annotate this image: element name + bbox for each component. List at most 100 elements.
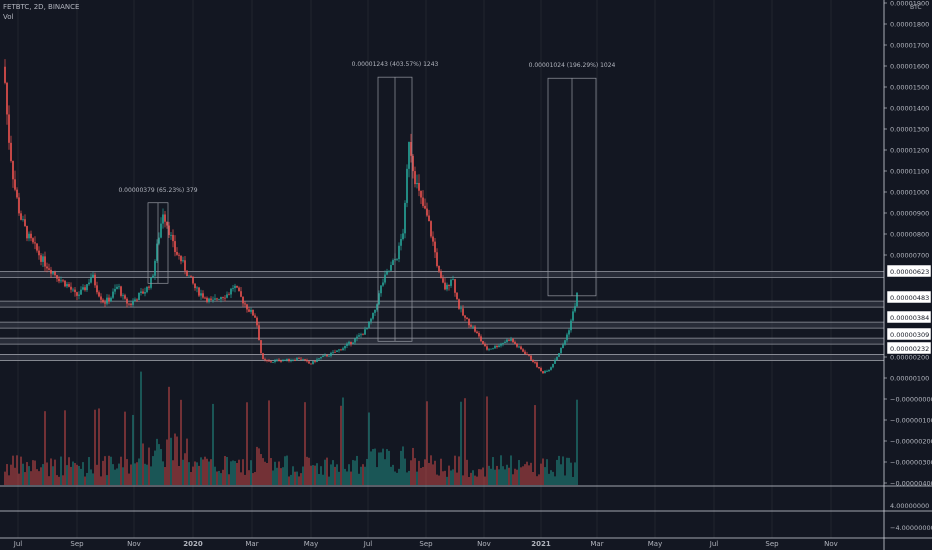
candle-body	[162, 214, 164, 224]
volume-bar	[282, 467, 284, 485]
candle-body	[256, 317, 258, 326]
time-tick-label: Sep	[419, 540, 433, 548]
candle-body	[492, 348, 494, 350]
candle-body	[16, 189, 18, 198]
candle-body	[438, 265, 440, 272]
price-tick-label: 0.00001800	[890, 21, 929, 29]
candle-body	[30, 233, 32, 239]
candle-body	[468, 318, 470, 326]
volume-bar	[74, 463, 76, 485]
volume-bar	[274, 461, 276, 485]
candle-body	[330, 352, 332, 356]
volume-bar	[180, 399, 182, 485]
candle-body	[366, 327, 368, 330]
candle-body	[228, 294, 230, 296]
volume-bar	[506, 464, 508, 485]
measure-label: 0.00001243 (403.57%) 1243	[352, 61, 439, 68]
volume-bar	[262, 458, 264, 485]
candle-body	[258, 325, 260, 341]
volume-bar	[244, 474, 246, 485]
volume-bar	[288, 476, 290, 485]
candle-body	[172, 234, 174, 242]
candle-body	[26, 226, 28, 239]
volume-bar	[510, 455, 512, 485]
price-tick-label: −0.00000200	[890, 438, 932, 446]
volume-bar	[66, 465, 68, 485]
price-tick-label: 0.00000800	[890, 231, 929, 239]
candle-body	[414, 171, 416, 185]
candle-body	[574, 306, 576, 312]
volume-bar	[338, 471, 340, 485]
volume-bar	[128, 473, 130, 485]
candle-body	[304, 359, 306, 360]
volume-bar	[424, 459, 426, 485]
volume-bar	[50, 458, 52, 485]
time-axis[interactable]: Jul Sep Nov 2020 Mar May Jul Sep Nov 2021 Mar May Ju…	[13, 540, 838, 548]
volume-bar	[436, 474, 438, 485]
volume-bar	[174, 433, 176, 485]
volume-bar	[568, 457, 570, 485]
volume-bar	[250, 460, 252, 485]
candle-body	[410, 142, 412, 156]
candle-body	[52, 271, 54, 274]
level-price-box	[886, 290, 932, 304]
candle-body	[514, 342, 516, 344]
candle-body	[522, 349, 524, 352]
volume-bar	[116, 468, 118, 485]
candle-body	[392, 260, 394, 266]
volume-bar	[170, 437, 172, 485]
volume-bar	[188, 462, 190, 485]
volume-bar	[286, 455, 288, 485]
candle-body	[544, 371, 546, 374]
candle-body	[86, 284, 88, 291]
candle-body	[530, 355, 532, 360]
candle-body	[470, 325, 472, 327]
time-tick-label: Nov	[824, 540, 838, 548]
candle-body	[332, 351, 334, 353]
volume-bar	[54, 459, 56, 485]
candle-body	[406, 168, 408, 203]
volume-bar	[404, 458, 406, 485]
candle-body	[322, 355, 324, 357]
candle-body	[298, 358, 300, 359]
time-tick-label: Nov	[127, 540, 141, 548]
candle-body	[208, 298, 210, 302]
candle-body	[48, 268, 50, 270]
candle-body	[306, 359, 308, 362]
price-axis[interactable]: 0.00001900 0.00001800 0.00001700 0.00001600…	[884, 0, 932, 532]
volume-bar	[98, 408, 100, 485]
volume-bar	[402, 446, 404, 485]
candle-body	[462, 308, 464, 316]
volume-bar	[512, 474, 514, 485]
volume-bar	[456, 472, 458, 485]
volume-bar	[42, 464, 44, 485]
price-tick-label: 0.00000700	[890, 252, 929, 260]
candle-body	[186, 270, 188, 277]
candle-body	[502, 342, 504, 344]
candle-body	[388, 270, 390, 272]
candle-body	[154, 260, 156, 276]
candle-body	[200, 293, 202, 296]
candle-body	[434, 241, 436, 253]
volume-bar	[238, 459, 240, 485]
lower-tick-label: 4.00000000	[890, 502, 929, 510]
candle-body	[292, 359, 294, 361]
volume-bar	[236, 462, 238, 485]
candle-body	[314, 361, 316, 363]
candle-body	[242, 296, 244, 304]
candle-body	[478, 333, 480, 337]
candle-body	[346, 343, 348, 346]
volume-bar	[324, 459, 326, 485]
volume-bar	[332, 460, 334, 485]
candle-body	[398, 245, 400, 260]
volume-bar	[78, 465, 80, 485]
candle-body	[474, 326, 476, 332]
volume-bar	[386, 449, 388, 485]
volume-bar	[504, 469, 506, 485]
price-tick-label: 0.00001400	[890, 105, 929, 113]
volume-bar	[550, 470, 552, 485]
candle-body	[548, 369, 550, 372]
volume-bar	[368, 412, 370, 485]
candle-body	[262, 353, 264, 360]
